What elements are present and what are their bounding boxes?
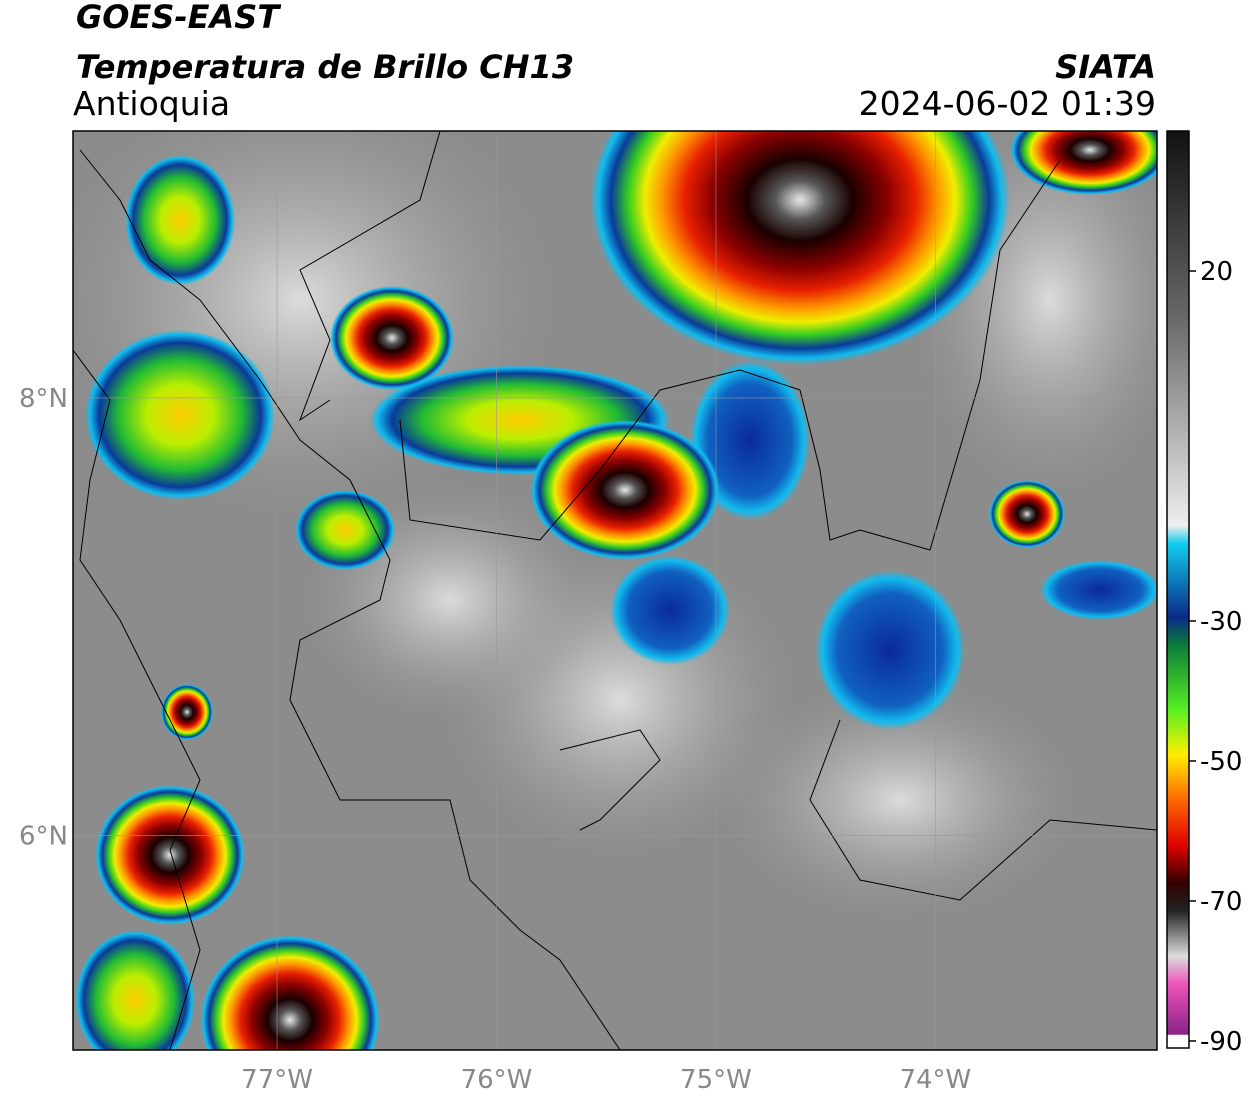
boundary-line <box>559 729 661 831</box>
product-title: Temperatura de Brillo CH13 <box>76 48 574 86</box>
convective-cell <box>610 555 730 665</box>
map-frame <box>72 130 1158 1051</box>
storm-cell <box>989 480 1065 548</box>
boundary-line <box>73 349 201 1050</box>
lat-tick-label: 8°N <box>19 384 68 414</box>
grid-layer <box>73 131 1157 1050</box>
convective-cell <box>1040 560 1157 620</box>
convective-cell <box>295 490 395 570</box>
lat-tick-label: 6°N <box>19 822 68 852</box>
boundary-line <box>399 159 1061 551</box>
convective-cell <box>85 330 275 500</box>
convective-cell <box>690 360 810 520</box>
boundary-line <box>298 131 441 422</box>
convective-cell <box>125 155 235 285</box>
satellite-title: GOES-EAST <box>76 0 281 36</box>
storm-cell <box>95 785 245 925</box>
convective-cell <box>815 570 965 730</box>
storm-cell <box>161 684 213 740</box>
cloud-field <box>720 680 1080 920</box>
storm-cell <box>530 420 720 560</box>
region-label: Antioquia <box>73 84 230 123</box>
convective-cell <box>75 930 195 1050</box>
colorbar-tick-label: -30 <box>1200 607 1242 637</box>
organization-label: SIATA <box>1055 48 1156 86</box>
boundary-line <box>79 149 621 1050</box>
lon-tick-label: 77°W <box>241 1065 313 1095</box>
boundary-line <box>809 719 1157 901</box>
colorbar-tick-label: -90 <box>1200 1027 1242 1057</box>
storm-cell <box>590 131 1010 365</box>
colorbar-tick-label: 20 <box>1200 257 1233 287</box>
datetime-label: 2024-06-02 01:39 <box>859 84 1156 123</box>
storm-cell <box>200 935 380 1050</box>
boundaries <box>73 131 1157 1050</box>
lon-tick-label: 75°W <box>680 1065 752 1095</box>
lon-tick-label: 76°W <box>461 1065 533 1095</box>
imagery <box>73 131 1157 1050</box>
colorbar-tick-label: -70 <box>1200 887 1242 917</box>
lon-tick-label: 74°W <box>899 1065 971 1095</box>
colorbar <box>1166 130 1190 1049</box>
storm-cell <box>330 286 454 390</box>
colorbar-tick-label: -50 <box>1200 747 1242 777</box>
